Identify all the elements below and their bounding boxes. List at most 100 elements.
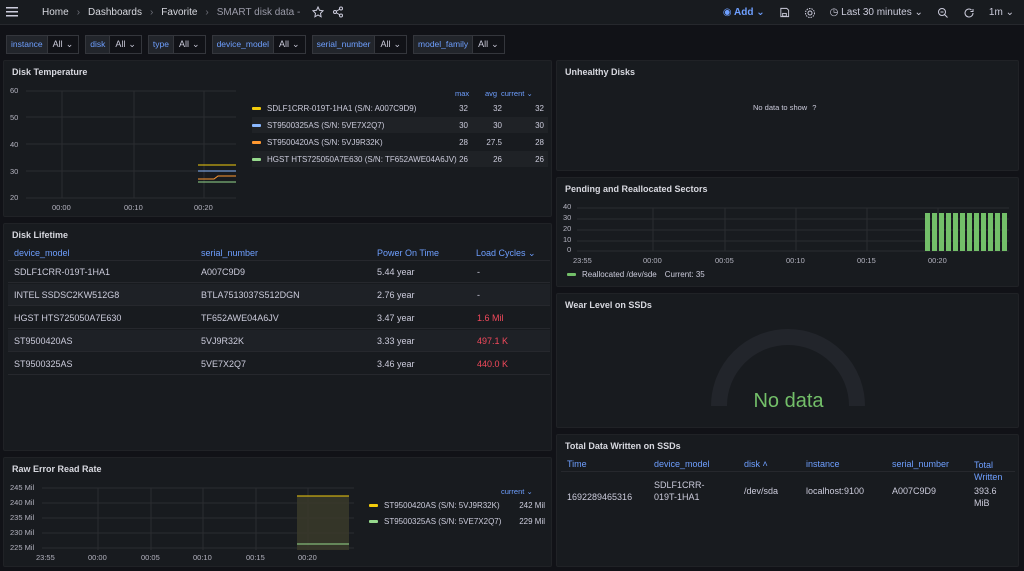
series-swatch	[252, 106, 261, 110]
sector-bar	[981, 213, 986, 251]
add-icon: ◉	[722, 7, 734, 18]
chevron-down-icon: ⌄	[526, 89, 533, 98]
add-button[interactable]: ◉ Add ⌄	[722, 7, 765, 18]
cell-load-cycles: 1.6 Mil	[477, 313, 504, 323]
cell-power-on-time: 5.44 year	[377, 267, 415, 277]
legend-header-current[interactable]: current ⌄	[501, 487, 533, 496]
variable-select[interactable]: All ⌄	[473, 34, 505, 54]
total-written-panel[interactable]: Total Data Written on SSDs Time device_m…	[556, 434, 1019, 567]
column-header[interactable]: device_model	[654, 459, 710, 469]
variable-label: model_family	[413, 34, 474, 54]
refresh-icon[interactable]	[963, 7, 975, 19]
clock-icon: ◷	[829, 7, 842, 18]
chevron-right-icon: ›	[149, 6, 154, 18]
series-swatch	[252, 157, 261, 161]
legend-header-max[interactable]: max	[455, 89, 470, 98]
y-tick: 240 Mil	[10, 498, 35, 507]
column-header[interactable]: instance	[806, 459, 840, 469]
legend-item[interactable]: ST9500325AS (S/N: 5VE7X2Q7) 229 Mil	[369, 517, 549, 526]
variable-select[interactable]: All ⌄	[274, 34, 306, 54]
variable-label: instance	[6, 34, 48, 54]
variable-select[interactable]: All ⌄	[47, 34, 80, 54]
column-header[interactable]: device_model	[14, 248, 70, 258]
column-header[interactable]: Total Written	[974, 460, 1003, 482]
unhealthy-disks-panel[interactable]: Unhealthy Disks No data to show ?	[556, 60, 1019, 171]
menu-icon[interactable]	[6, 7, 18, 17]
series-name: ST9500325AS (S/N: 5VE7X2Q7)	[267, 120, 385, 130]
chevron-down-icon: ⌄	[756, 7, 765, 18]
column-header[interactable]: Time	[567, 459, 587, 469]
wear-level-panel[interactable]: Wear Level on SSDs No data	[556, 293, 1019, 428]
variable-device-model: device_model All ⌄	[211, 34, 306, 54]
breadcrumb-dashboards[interactable]: Dashboards	[88, 6, 142, 18]
disk-lifetime-panel[interactable]: Disk Lifetime device_model serial_number…	[3, 223, 552, 451]
legend-header-current[interactable]: current ⌄	[501, 89, 533, 98]
breadcrumb-home[interactable]: Home	[42, 6, 69, 18]
save-icon[interactable]	[779, 7, 790, 18]
column-header[interactable]: Power On Time	[377, 248, 440, 258]
raw-error-panel[interactable]: Raw Error Read Rate 245 Mil 240 Mil 235 …	[3, 457, 552, 567]
cell-total-written: 393.6 MiB	[974, 486, 997, 508]
y-tick: 40	[10, 140, 19, 149]
column-header[interactable]: serial_number	[201, 248, 259, 258]
sector-bar	[946, 213, 951, 251]
cell-load-cycles: 440.0 K	[477, 359, 509, 369]
time-range-picker[interactable]: ◷ Last 30 minutes ⌄	[829, 7, 923, 18]
no-data-message: No data to show ?	[753, 103, 817, 112]
breadcrumb-favorite[interactable]: Favorite	[161, 6, 198, 18]
cell-instance: localhost:9100	[806, 486, 865, 496]
x-tick: 00:00	[88, 553, 107, 562]
gear-icon[interactable]	[804, 7, 816, 19]
cell-device-model: SDLF1CRR-019T-1HA1	[654, 480, 705, 502]
legend-item[interactable]: Reallocated /dev/sde Current: 35	[567, 270, 705, 279]
chevron-down-icon: ⌄	[393, 38, 402, 49]
series-current: 30	[535, 120, 544, 130]
refresh-interval-picker[interactable]: 1m ⌄	[988, 7, 1014, 18]
x-tick: 00:00	[52, 203, 71, 212]
legend-item[interactable]: SDLF1CRR-019T-1HA1 (S/N: A007C9D9) 32 32…	[252, 100, 548, 116]
y-tick: 60	[10, 86, 19, 95]
sector-bar	[995, 213, 1000, 251]
column-header[interactable]: disk ˄	[744, 459, 768, 469]
x-tick: 00:10	[124, 203, 143, 212]
y-tick: 10	[563, 235, 572, 244]
pending-sectors-panel[interactable]: Pending and Reallocated Sectors 40 30 20…	[556, 177, 1019, 287]
variable-label: disk	[85, 34, 111, 54]
legend-item[interactable]: ST9500420AS (S/N: 5VJ9R32K) 28 27.5 28	[252, 134, 548, 150]
cell-serial-number: A007C9D9	[201, 267, 246, 277]
zoom-out-icon[interactable]	[937, 7, 949, 19]
cell-time: 1692289465316	[567, 492, 633, 502]
legend-item[interactable]: ST9500420AS (S/N: 5VJ9R32K) 242 Mil	[369, 501, 549, 510]
wear-gauge	[711, 329, 865, 407]
table-row: HGST HTS725050A7E630 TF652AWE04A6JV 3.47…	[8, 307, 550, 329]
raw-error-graph	[42, 487, 354, 550]
sector-bar	[939, 213, 944, 251]
chevron-down-icon: ⌄	[1005, 7, 1014, 18]
series-current: Current: 35	[664, 270, 705, 279]
x-tick: 00:20	[928, 256, 947, 265]
variable-select[interactable]: All ⌄	[375, 34, 408, 54]
legend-header-avg[interactable]: avg	[485, 89, 498, 98]
x-tick: 00:20	[298, 553, 317, 562]
column-header[interactable]: serial_number	[892, 459, 950, 469]
column-header[interactable]: Load Cycles ⌄	[476, 248, 536, 258]
variable-select[interactable]: All ⌄	[110, 34, 142, 54]
series-avg: 26	[493, 154, 502, 164]
y-tick: 230 Mil	[10, 528, 35, 537]
star-icon[interactable]	[312, 6, 325, 18]
chevron-down-icon: ⌄	[292, 38, 300, 49]
disk-temperature-panel[interactable]: Disk Temperature 60 50 40 30 20 00:00 00…	[3, 60, 552, 217]
legend-item[interactable]: HGST HTS725050A7E630 (S/N: TF652AWE04A6J…	[252, 151, 548, 167]
series-swatch	[252, 140, 261, 144]
gauge-value: No data	[753, 390, 824, 412]
cell-serial-number: 5VE7X2Q7	[201, 359, 247, 369]
help-icon[interactable]: ?	[812, 103, 817, 112]
series-max: 32	[459, 103, 468, 113]
share-icon[interactable]	[332, 6, 344, 18]
variable-select[interactable]: All ⌄	[174, 34, 206, 54]
legend-item[interactable]: ST9500325AS (S/N: 5VE7X2Q7) 30 30 30	[252, 117, 548, 133]
series-swatch	[369, 504, 378, 507]
y-tick: 20	[10, 193, 19, 202]
x-tick: 23:55	[36, 553, 55, 562]
x-tick: 23:55	[573, 256, 592, 265]
